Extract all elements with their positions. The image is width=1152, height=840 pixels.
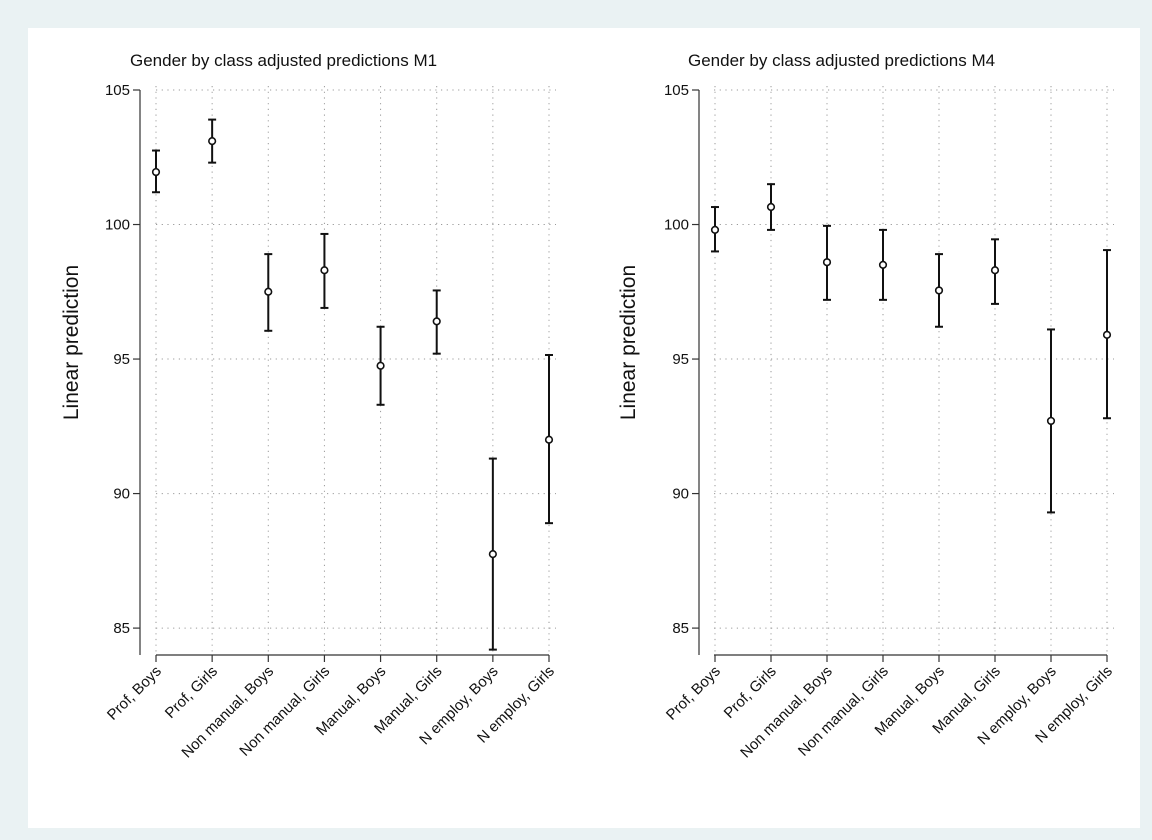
- y-tick-label: 105: [664, 82, 689, 99]
- y-tick-label: 95: [113, 351, 130, 368]
- data-point: [878, 260, 888, 269]
- data-point: [710, 225, 720, 235]
- y-tick-label: 100: [105, 217, 130, 234]
- y-tick-label: 105: [105, 82, 130, 99]
- data-point: [264, 287, 273, 296]
- y-tick-label: 95: [672, 351, 689, 368]
- chart-panel-2: Gender by class adjusted predictions M4 L…: [617, 51, 1116, 762]
- figure-panel: Gender by class adjusted predictions M1 L…: [28, 28, 1140, 828]
- x-tick-label: Prof, Girls: [162, 663, 221, 722]
- data-point: [488, 550, 497, 559]
- data-point: [1046, 416, 1056, 426]
- data-point: [376, 361, 385, 370]
- data-point: [990, 266, 1000, 275]
- chart-canvas: Gender by class adjusted predictions M1 L…: [60, 51, 1116, 762]
- y-axis-label: Linear prediction: [60, 265, 83, 420]
- y-tick-label: 90: [113, 486, 130, 503]
- data-point: [432, 317, 441, 326]
- chart-title: Gender by class adjusted predictions M1: [130, 51, 437, 70]
- data-point: [822, 258, 832, 267]
- data-point: [766, 202, 776, 212]
- y-tick-label: 85: [113, 620, 130, 637]
- y-tick-label: 85: [672, 620, 689, 637]
- y-tick-label: 90: [672, 486, 689, 503]
- data-point: [320, 266, 329, 275]
- data-point: [544, 435, 554, 444]
- x-tick-label: Prof, Girls: [721, 663, 780, 722]
- x-tick-label: Prof, Boys: [663, 663, 724, 724]
- data-point: [934, 286, 944, 295]
- data-point: [208, 137, 217, 146]
- y-tick-label: 100: [664, 217, 689, 234]
- chart-panel-1: Gender by class adjusted predictions M1 L…: [60, 51, 558, 762]
- chart-title: Gender by class adjusted predictions M4: [688, 51, 995, 70]
- data-point: [151, 167, 161, 177]
- data-point: [1102, 330, 1112, 339]
- y-axis-label: Linear prediction: [617, 265, 640, 420]
- x-tick-label: Prof, Boys: [104, 663, 165, 724]
